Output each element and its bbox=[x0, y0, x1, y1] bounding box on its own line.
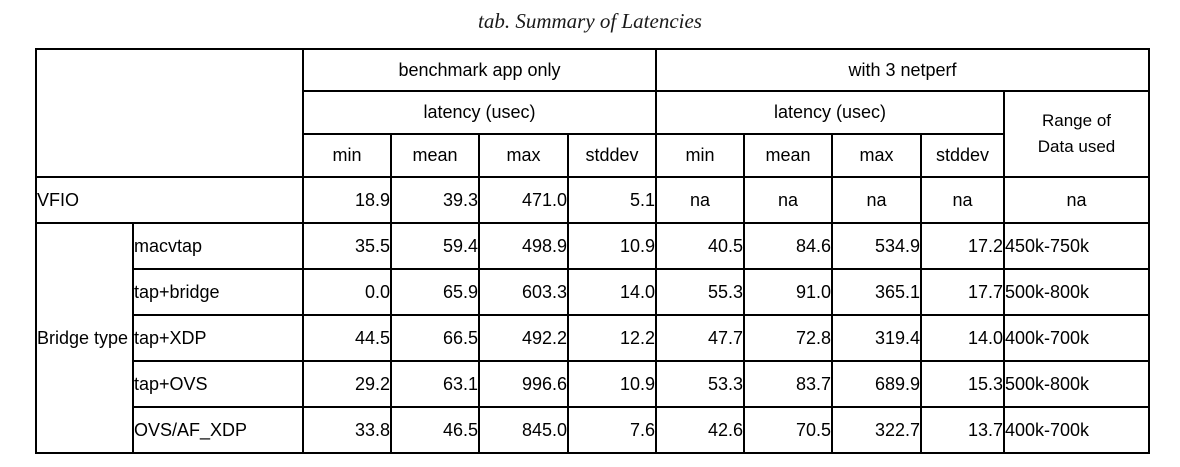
header-min-right: min bbox=[655, 133, 745, 178]
cell-tap-ovs-bench-stddev: 10.9 bbox=[567, 360, 657, 408]
header-row-metrics: min mean max stddev min mean max stddev bbox=[36, 133, 1149, 178]
cell-ovs-af-xdp-net-stddev: 13.7 bbox=[920, 406, 1005, 454]
row-label-macvtap: macvtap bbox=[132, 222, 304, 270]
row-label-ovs-af-xdp: OVS/AF_XDP bbox=[132, 406, 304, 454]
cell-tap-xdp-net-min: 47.7 bbox=[655, 314, 745, 362]
cell-tap-xdp-net-mean: 72.8 bbox=[743, 314, 833, 362]
cell-ovs-af-xdp-net-max: 322.7 bbox=[831, 406, 922, 454]
cell-vfio-range: na bbox=[1003, 176, 1150, 224]
corner-cell bbox=[35, 48, 304, 178]
cell-ovs-af-xdp-bench-max: 845.0 bbox=[478, 406, 569, 454]
header-mean-left: mean bbox=[390, 133, 480, 178]
table-row-tap-bridge: tap+bridge 0.0 65.9 603.3 14.0 55.3 91.0… bbox=[36, 268, 1150, 316]
header-stddev-right: stddev bbox=[920, 133, 1005, 178]
cell-tap-bridge-net-max: 365.1 bbox=[831, 268, 922, 316]
header-benchmark-app-only: benchmark app only bbox=[302, 48, 657, 92]
range-header-line2: Data used bbox=[1037, 137, 1116, 156]
cell-macvtap-bench-max: 498.9 bbox=[478, 222, 569, 270]
cell-vfio-net-stddev: na bbox=[920, 176, 1005, 224]
cell-tap-bridge-bench-mean: 65.9 bbox=[390, 268, 480, 316]
cell-tap-xdp-range: 400k-700k bbox=[1003, 314, 1150, 362]
cell-ovs-af-xdp-bench-min: 33.8 bbox=[302, 406, 392, 454]
header-latency-usec-left: latency (usec) bbox=[302, 90, 657, 135]
cell-tap-ovs-bench-min: 29.2 bbox=[302, 360, 392, 408]
cell-tap-ovs-net-min: 53.3 bbox=[655, 360, 745, 408]
header-with-3-netperf: with 3 netperf bbox=[655, 48, 1150, 92]
cell-tap-bridge-range: 500k-800k bbox=[1003, 268, 1150, 316]
header-latency-usec-right: latency (usec) bbox=[655, 90, 1005, 135]
cell-tap-ovs-bench-mean: 63.1 bbox=[390, 360, 480, 408]
cell-macvtap-net-min: 40.5 bbox=[655, 222, 745, 270]
header-max-right: max bbox=[831, 133, 922, 178]
cell-macvtap-bench-min: 35.5 bbox=[302, 222, 392, 270]
cell-macvtap-net-stddev: 17.2 bbox=[920, 222, 1005, 270]
cell-vfio-net-mean: na bbox=[743, 176, 833, 224]
cell-tap-bridge-net-min: 55.3 bbox=[655, 268, 745, 316]
cell-vfio-bench-min: 18.9 bbox=[302, 176, 392, 224]
cell-ovs-af-xdp-net-mean: 70.5 bbox=[743, 406, 833, 454]
row-label-tap-ovs: tap+OVS bbox=[132, 360, 304, 408]
table-row-vfio: VFIO 18.9 39.3 471.0 5.1 na na na na na bbox=[35, 176, 1150, 224]
cell-tap-ovs-net-stddev: 15.3 bbox=[920, 360, 1005, 408]
header-mean-right: mean bbox=[743, 133, 833, 178]
cell-ovs-af-xdp-net-min: 42.6 bbox=[655, 406, 745, 454]
latency-summary-table: benchmark app only with 3 netperf latenc… bbox=[35, 48, 1150, 454]
row-label-tap-xdp: tap+XDP bbox=[132, 314, 304, 362]
cell-macvtap-bench-mean: 59.4 bbox=[390, 222, 480, 270]
cell-ovs-af-xdp-bench-mean: 46.5 bbox=[390, 406, 480, 454]
cell-tap-bridge-net-stddev: 17.7 bbox=[920, 268, 1005, 316]
cell-tap-xdp-net-stddev: 14.0 bbox=[920, 314, 1005, 362]
cell-tap-xdp-bench-stddev: 12.2 bbox=[567, 314, 657, 362]
cell-macvtap-range: 450k-750k bbox=[1003, 222, 1150, 270]
cell-tap-bridge-bench-stddev: 14.0 bbox=[567, 268, 657, 316]
cell-tap-xdp-net-max: 319.4 bbox=[831, 314, 922, 362]
cell-tap-bridge-net-mean: 91.0 bbox=[743, 268, 833, 316]
cell-vfio-bench-stddev: 5.1 bbox=[567, 176, 657, 224]
cell-tap-ovs-net-mean: 83.7 bbox=[743, 360, 833, 408]
header-row-groups: benchmark app only with 3 netperf bbox=[35, 48, 1150, 178]
cell-macvtap-bench-stddev: 10.9 bbox=[567, 222, 657, 270]
cell-tap-bridge-bench-max: 603.3 bbox=[478, 268, 569, 316]
table-row-ovs-af-xdp: OVS/AF_XDP 33.8 46.5 845.0 7.6 42.6 70.5… bbox=[36, 406, 1150, 454]
cell-tap-xdp-bench-max: 492.2 bbox=[478, 314, 569, 362]
cell-tap-ovs-net-max: 689.9 bbox=[831, 360, 922, 408]
cell-vfio-bench-mean: 39.3 bbox=[390, 176, 480, 224]
table-title: tab. Summary of Latencies bbox=[478, 9, 702, 33]
header-stddev-left: stddev bbox=[567, 133, 657, 178]
header-range-of-data-used: Range of Data used bbox=[1003, 90, 1150, 178]
header-row-latency: latency (usec) latency (usec) Range of D… bbox=[36, 90, 1150, 178]
table-row-tap-ovs: tap+OVS 29.2 63.1 996.6 10.9 53.3 83.7 6… bbox=[36, 360, 1150, 408]
cell-tap-xdp-bench-mean: 66.5 bbox=[390, 314, 480, 362]
cell-macvtap-net-max: 534.9 bbox=[831, 222, 922, 270]
table-row-macvtap: Bridge type macvtap 35.5 59.4 498.9 10.9… bbox=[35, 222, 1150, 454]
cell-vfio-net-max: na bbox=[831, 176, 922, 224]
cell-tap-xdp-bench-min: 44.5 bbox=[302, 314, 392, 362]
cell-vfio-bench-max: 471.0 bbox=[478, 176, 569, 224]
cell-tap-bridge-bench-min: 0.0 bbox=[302, 268, 392, 316]
cell-tap-ovs-range: 500k-800k bbox=[1003, 360, 1150, 408]
cell-ovs-af-xdp-range: 400k-700k bbox=[1003, 406, 1150, 454]
row-group-label-bridge-type: Bridge type bbox=[35, 222, 134, 454]
table-row-tap-xdp: tap+XDP 44.5 66.5 492.2 12.2 47.7 72.8 3… bbox=[36, 314, 1150, 362]
row-label-tap-bridge: tap+bridge bbox=[132, 268, 304, 316]
row-label-vfio: VFIO bbox=[35, 176, 304, 224]
cell-vfio-net-min: na bbox=[655, 176, 745, 224]
range-header-line1: Range of bbox=[1042, 110, 1111, 130]
cell-tap-ovs-bench-max: 996.6 bbox=[478, 360, 569, 408]
header-max-left: max bbox=[478, 133, 569, 178]
header-min-left: min bbox=[302, 133, 392, 178]
cell-ovs-af-xdp-bench-stddev: 7.6 bbox=[567, 406, 657, 454]
cell-macvtap-net-mean: 84.6 bbox=[743, 222, 833, 270]
